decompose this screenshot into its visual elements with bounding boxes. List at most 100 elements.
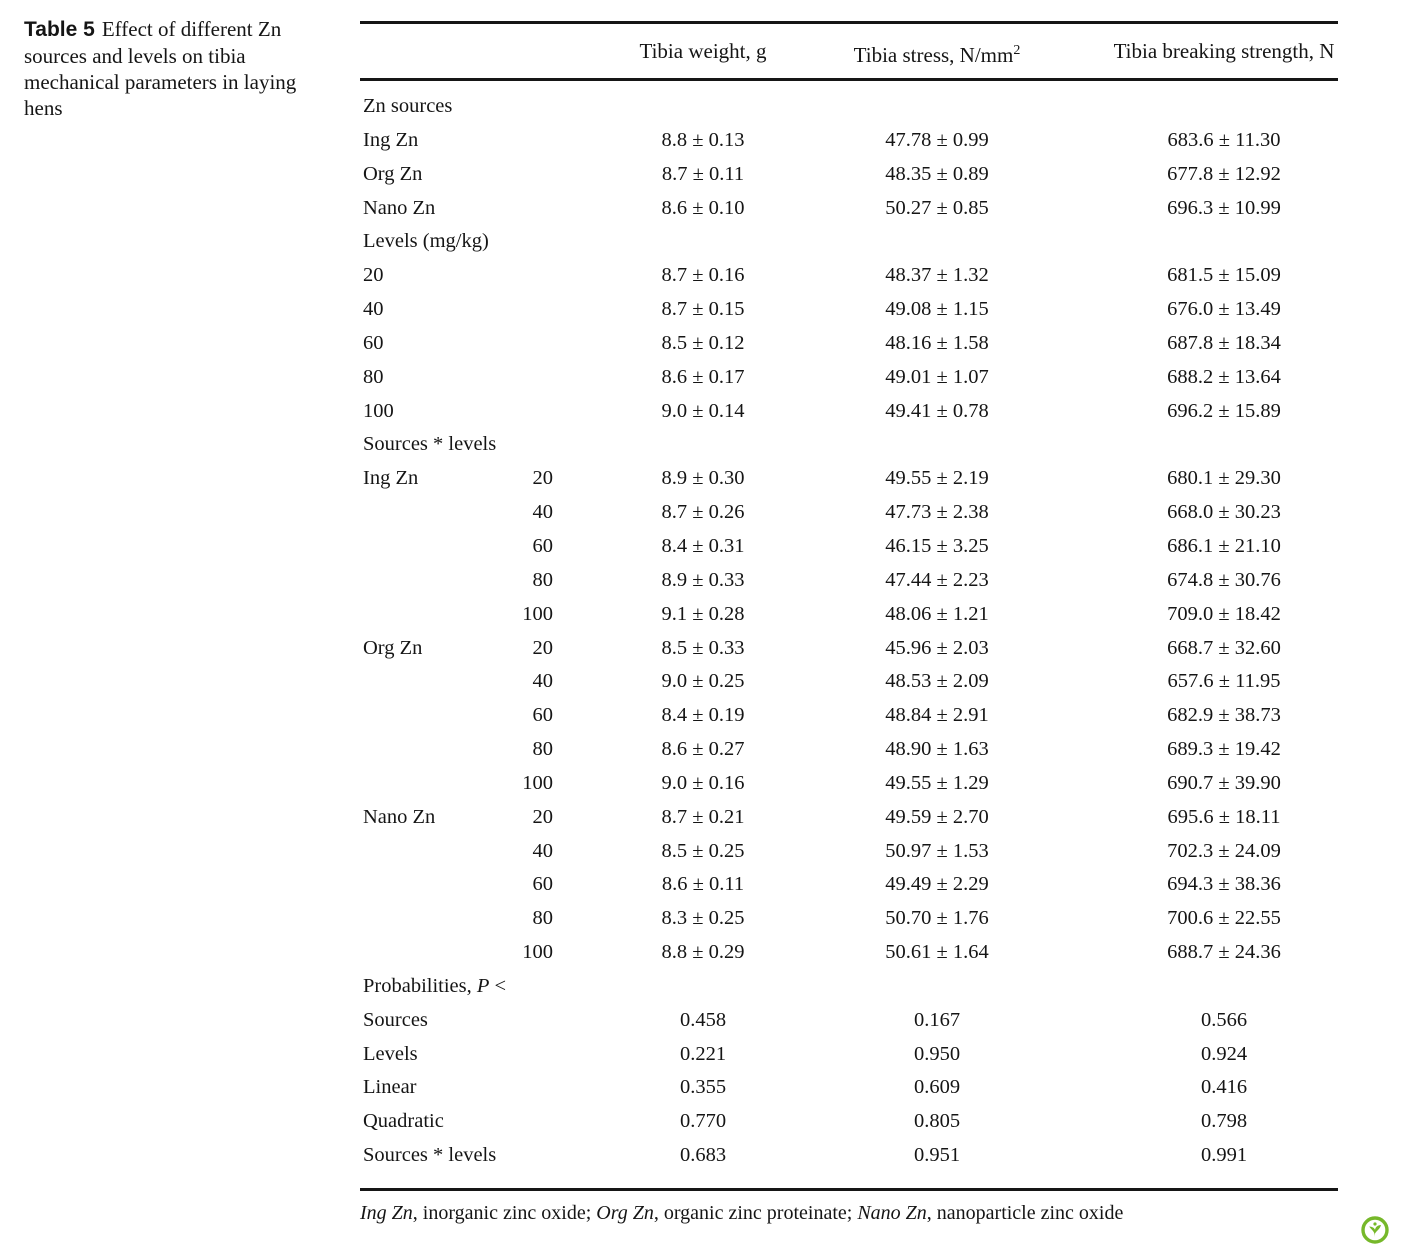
table-row: 80 8.3 ± 0.25 50.70 ± 1.76 700.6 ± 22.55 <box>360 902 1338 936</box>
row-label-part: P <box>476 974 490 997</box>
table-row: Linear 0.355 0.609 0.416 <box>360 1071 1338 1105</box>
table-row: Sources * levels 0.683 0.951 0.991 <box>360 1139 1338 1173</box>
row-label: Probabilities, P < <box>363 970 506 1004</box>
section-row: Sources * levels <box>360 428 1338 462</box>
superscript: 2 <box>1013 43 1021 58</box>
cell-tibia-strength: 683.6 ± 11.30 <box>1167 128 1281 151</box>
table-row: 60 8.4 ± 0.19 48.84 ± 2.91 682.9 ± 38.73 <box>360 699 1338 733</box>
cell-tibia-weight: 8.7 ± 0.21 <box>661 805 745 828</box>
data-table: Tibia weight, g Tibia stress, N/mm2 Tibi… <box>360 0 1338 1251</box>
table-row: 100 8.8 ± 0.29 50.61 ± 1.64 688.7 ± 24.36 <box>360 936 1338 970</box>
section-row: Levels (mg/kg) <box>360 225 1338 259</box>
cell-tibia-strength: 680.1 ± 29.30 <box>1167 467 1281 490</box>
row-label-part: Probabilities, <box>363 974 477 997</box>
cell-tibia-stress: 48.90 ± 1.63 <box>885 738 989 761</box>
cell-tibia-strength: 676.0 ± 13.49 <box>1167 298 1281 321</box>
row-level: 20 <box>532 467 554 490</box>
cell-tibia-stress: 50.97 ± 1.53 <box>885 839 989 862</box>
row-label: Zn sources <box>363 95 453 117</box>
cell-tibia-strength: 690.7 ± 39.90 <box>1167 771 1281 794</box>
cell-tibia-strength: 682.9 ± 38.73 <box>1167 704 1281 727</box>
cell-tibia-weight: 8.6 ± 0.11 <box>661 873 745 896</box>
table-row: 100 9.0 ± 0.14 49.41 ± 0.78 696.2 ± 15.89 <box>360 395 1338 429</box>
table-row: 60 8.6 ± 0.11 49.49 ± 2.29 694.3 ± 38.36 <box>360 868 1338 902</box>
row-level: 20 <box>532 636 554 659</box>
cell-tibia-stress: 47.78 ± 0.99 <box>885 128 989 151</box>
cell-tibia-weight: 8.6 ± 0.10 <box>661 196 745 219</box>
cell-tibia-strength: 686.1 ± 21.10 <box>1167 534 1281 557</box>
rule-top <box>360 21 1338 24</box>
cell-tibia-weight: 8.9 ± 0.30 <box>661 467 745 490</box>
table-row: 100 9.1 ± 0.28 48.06 ± 1.21 709.0 ± 18.42 <box>360 598 1338 632</box>
cell-tibia-stress: 50.27 ± 0.85 <box>885 196 989 219</box>
table-row: 100 9.0 ± 0.16 49.55 ± 1.29 690.7 ± 39.90 <box>360 767 1338 801</box>
row-level: 80 <box>532 907 554 930</box>
col-header-tibia-breaking-strength: Tibia breaking strength, N <box>1113 39 1335 63</box>
row-label-part: < <box>489 974 507 997</box>
plant-badge-svg <box>1361 1216 1389 1244</box>
cell-tibia-weight: 8.6 ± 0.27 <box>661 738 745 761</box>
row-label: Nano Zn <box>363 196 436 219</box>
cell-tibia-weight: 8.4 ± 0.31 <box>661 534 745 557</box>
cell-tibia-strength: 688.2 ± 13.64 <box>1167 365 1281 388</box>
row-level: 80 <box>532 568 554 591</box>
table-header-row: Tibia weight, g Tibia stress, N/mm2 Tibi… <box>360 26 1338 76</box>
row-label: 20 <box>363 264 384 287</box>
cell-tibia-strength: 700.6 ± 22.55 <box>1167 907 1281 930</box>
cell-tibia-weight: 0.355 <box>679 1076 727 1099</box>
table-row: Ing Zn 8.8 ± 0.13 47.78 ± 0.99 683.6 ± 11.3… <box>360 124 1338 158</box>
cell-tibia-weight: 0.458 <box>679 1008 727 1031</box>
table-row: 40 8.5 ± 0.25 50.97 ± 1.53 702.3 ± 24.09 <box>360 835 1338 869</box>
row-label: Nano Zn <box>363 805 436 828</box>
row-label: Sources * levels <box>363 1144 497 1167</box>
cell-tibia-stress: 49.49 ± 2.29 <box>885 873 989 896</box>
cell-tibia-weight: 9.0 ± 0.25 <box>661 670 745 693</box>
cell-tibia-weight: 8.8 ± 0.29 <box>661 941 745 964</box>
footnote-text: , organic zinc proteinate; <box>653 1202 858 1224</box>
cell-tibia-weight: 8.7 ± 0.11 <box>661 162 745 185</box>
table-row: 20 8.7 ± 0.16 48.37 ± 1.32 681.5 ± 15.09 <box>360 259 1338 293</box>
cell-tibia-weight: 9.1 ± 0.28 <box>661 602 745 625</box>
row-label: 80 <box>363 365 384 388</box>
cell-tibia-stress: 47.44 ± 2.23 <box>885 568 989 591</box>
plant-badge-icon <box>1361 1216 1389 1244</box>
cell-tibia-stress: 48.35 ± 0.89 <box>885 162 989 185</box>
cell-tibia-stress: 49.55 ± 1.29 <box>885 771 989 794</box>
section-row: Probabilities, P < <box>360 970 1338 1004</box>
cell-tibia-strength: 0.991 <box>1200 1144 1248 1167</box>
cell-tibia-stress: 0.951 <box>913 1144 961 1167</box>
footnote-term: Org Zn <box>596 1202 654 1224</box>
row-label: Levels <box>363 1042 418 1065</box>
table-row: Org Zn 20 8.5 ± 0.33 45.96 ± 2.03 668.7 ± 32… <box>360 632 1338 666</box>
cell-tibia-stress: 48.06 ± 1.21 <box>885 602 989 625</box>
table-row: 80 8.6 ± 0.27 48.90 ± 1.63 689.3 ± 19.42 <box>360 733 1338 767</box>
table-caption: Table 5 Effect of different Zn sources an… <box>24 16 318 121</box>
row-label: Ing Zn <box>363 128 419 151</box>
row-level: 60 <box>532 704 554 727</box>
cell-tibia-stress: 47.73 ± 2.38 <box>885 501 989 524</box>
row-label: Sources <box>363 1008 428 1031</box>
row-level: 60 <box>532 873 554 896</box>
table-row: Ing Zn 20 8.9 ± 0.30 49.55 ± 2.19 680.1 ± 29… <box>360 462 1338 496</box>
cell-tibia-stress: 48.53 ± 2.09 <box>885 670 989 693</box>
row-label: Ing Zn <box>363 467 419 490</box>
cell-tibia-strength: 668.0 ± 30.23 <box>1167 501 1281 524</box>
cell-tibia-stress: 49.41 ± 0.78 <box>885 399 989 422</box>
row-level: 100 <box>522 602 553 625</box>
cell-tibia-strength: 668.7 ± 32.60 <box>1167 636 1281 659</box>
cell-tibia-stress: 0.167 <box>913 1008 961 1031</box>
cell-tibia-weight: 8.8 ± 0.13 <box>661 128 745 151</box>
cell-tibia-strength: 677.8 ± 12.92 <box>1167 162 1281 185</box>
table-row: Nano Zn 8.6 ± 0.10 50.27 ± 0.85 696.3 ± 10.… <box>360 192 1338 226</box>
cell-tibia-stress: 0.950 <box>913 1042 961 1065</box>
cell-tibia-weight: 8.3 ± 0.25 <box>661 907 745 930</box>
cell-tibia-weight: 9.0 ± 0.14 <box>661 399 745 422</box>
cell-tibia-stress: 49.59 ± 2.70 <box>885 805 989 828</box>
footnote-term: Ing Zn <box>360 1202 413 1224</box>
cell-tibia-strength: 0.566 <box>1200 1008 1248 1031</box>
row-level: 40 <box>532 839 554 862</box>
cell-tibia-strength: 696.3 ± 10.99 <box>1167 196 1281 219</box>
cell-tibia-strength: 689.3 ± 19.42 <box>1167 738 1281 761</box>
footnote-text: , inorganic zinc oxide; <box>412 1202 597 1224</box>
caption-text: Effect of different Zn sources and level… <box>24 17 297 120</box>
